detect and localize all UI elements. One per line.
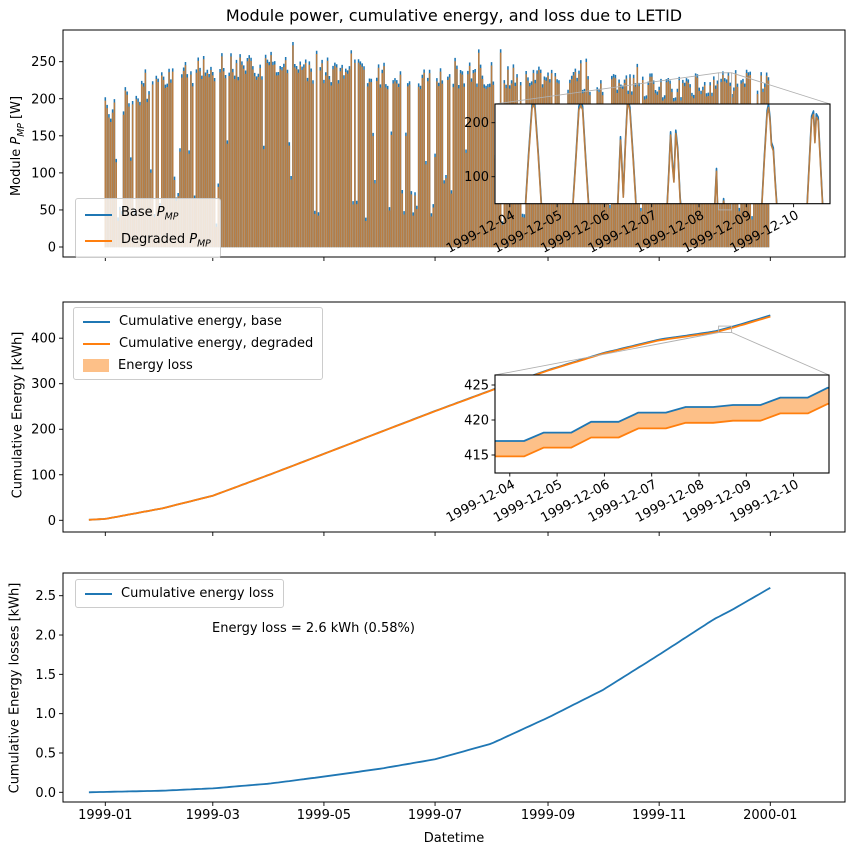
legend-line-sample-orange [85, 240, 112, 243]
y-tick-label: 2.5 [35, 589, 56, 604]
x-tick-label: 1999-05 [297, 808, 351, 823]
inset-degraded-profile [572, 104, 590, 204]
cumulative-loss-axes: 1999-01 1999-03 1999-05 1999-07 1999-09 1999-… [35, 572, 846, 823]
axes-spines [62, 29, 846, 258]
legend-text: Cumulative energy loss [121, 586, 274, 601]
x-tick-label: 1999-01 [78, 808, 132, 823]
x-tick-label: 1999-09 [521, 808, 575, 823]
legend-text: Cumulative energy, base [119, 314, 282, 329]
inset-ytick-label: 100 [464, 170, 489, 185]
legend-line-sample-blue [85, 213, 112, 216]
inset-border [494, 103, 831, 205]
cumulative-energy-chart: 4154204251999-12-041999-12-051999-12-061… [88, 314, 830, 526]
axis-label-datetime: Datetime [423, 831, 485, 846]
legend-cumulative-energy: Cumulative energy, base Cumulative energ… [73, 307, 324, 380]
inset-energy-loss-fill [495, 387, 829, 457]
legend-patch-sample-loss [83, 359, 109, 372]
cumulative-loss-line [88, 587, 771, 794]
y-tick-label: 400 [31, 332, 56, 347]
inset-border [494, 374, 830, 474]
inset-degraded-profile [761, 106, 778, 204]
zoom-connector-line [731, 72, 831, 105]
inset-curves [524, 104, 824, 204]
y-tick-label: 0 [48, 514, 56, 529]
legend-text: Cumulative energy, degraded [119, 336, 314, 351]
inset-degraded-profile [524, 104, 543, 204]
ylabel-suffix: [W] [9, 95, 25, 124]
ylabel-symbol: P [9, 136, 25, 145]
cumulative-energy-axes: 0 100 200 300 400 [31, 301, 846, 536]
module-power-axes: 0 50 100 150 200 250 [31, 29, 846, 261]
inset-degraded-profile [806, 113, 824, 204]
axis-label-module-power: Module PMP [W] [9, 96, 27, 196]
legend-text: Energy loss [118, 358, 193, 373]
legend-subscript: MP [164, 211, 179, 223]
y-tick-label: 100 [31, 468, 56, 483]
inset-degraded-profile [617, 104, 637, 204]
y-tick-label: 0.0 [35, 786, 56, 801]
y-tick-label: 0 [48, 241, 56, 256]
axes-spines [62, 301, 846, 533]
inset-degraded-profile [714, 170, 725, 204]
legend-text: Degraded [121, 231, 190, 247]
x-tick-label: 1999-07 [408, 808, 462, 823]
x-tick-label: 1999-03 [186, 808, 240, 823]
axis-label-cumulative-energy: Cumulative Energy [kWh] [10, 331, 26, 499]
y-tick-label: 200 [31, 92, 56, 107]
y-tick-label: 250 [31, 55, 56, 70]
legend-symbol: P [189, 231, 198, 247]
legend-line-sample-orange [83, 342, 110, 345]
inset-background [495, 104, 830, 204]
y-tick-label: 100 [31, 166, 56, 181]
zoom-connector-line [494, 72, 719, 105]
zoom-indicator-box [718, 325, 733, 333]
energy-zoom-inset: 4154204251999-12-041999-12-051999-12-061… [444, 374, 830, 526]
y-tick-label: 1.5 [35, 668, 56, 683]
inset-base-step-line [495, 386, 829, 442]
module-power-chart: 1002001999-12-041999-12-051999-12-061999… [104, 42, 831, 257]
ylabel-subscript: MP [15, 123, 27, 137]
y-tick-label: 200 [31, 423, 56, 438]
legend-label: Degraded PMP [121, 232, 211, 252]
legend-symbol: P [156, 205, 165, 220]
zoom-connector-line [731, 332, 830, 376]
cumulative-loss-chart [88, 587, 771, 794]
y-tick-label: 0.5 [35, 746, 56, 761]
legend-entry-base-pmp: Base PMP [85, 205, 211, 225]
legend-text: Base [121, 205, 157, 220]
legend-line-sample-blue [83, 320, 110, 323]
y-tick-label: 50 [39, 203, 56, 218]
inset-degraded-profile [666, 132, 682, 204]
inset-ytick-label: 425 [464, 379, 489, 394]
inset-ytick-label: 200 [464, 116, 489, 131]
legend-cumulative-loss: Cumulative energy loss [75, 579, 284, 608]
axes-spines [62, 572, 846, 803]
y-tick-label: 1.0 [35, 707, 56, 722]
legend-entry-energy-loss: Energy loss [83, 358, 313, 373]
figure-title: Module power, cumulative energy, and los… [225, 6, 683, 25]
legend-entry-cumulative-base: Cumulative energy, base [83, 314, 313, 329]
x-tick-label: 2000-01 [743, 808, 797, 823]
inset-degraded-step-line [495, 402, 829, 458]
zoom-connector-line [494, 332, 719, 376]
cumulative-degraded-line [88, 315, 771, 521]
legend-subscript: MP [197, 238, 211, 250]
energy-loss-annotation: Energy loss = 2.6 kWh (0.58%) [212, 621, 415, 636]
ylabel-prefix: Module [9, 144, 25, 197]
axis-label-cumulative-losses: Cumulative Energy losses [kWh] [7, 582, 23, 794]
y-tick-label: 150 [31, 129, 56, 144]
inset-ytick-label: 420 [464, 414, 489, 429]
y-tick-label: 2.0 [35, 629, 56, 644]
legend-entry-degraded-pmp: Degraded PMP [85, 232, 211, 252]
inset-ytick-label: 415 [464, 449, 489, 464]
legend-entry-cumulative-loss: Cumulative energy loss [85, 586, 274, 601]
legend-module-power: Base PMP Degraded PMP [75, 198, 221, 259]
legend-label: Base PMP [121, 205, 178, 225]
legend-entry-cumulative-degraded: Cumulative energy, degraded [83, 336, 313, 351]
legend-line-sample-blue [85, 592, 112, 595]
x-tick-label: 1999-11 [632, 808, 686, 823]
y-tick-label: 300 [31, 377, 56, 392]
